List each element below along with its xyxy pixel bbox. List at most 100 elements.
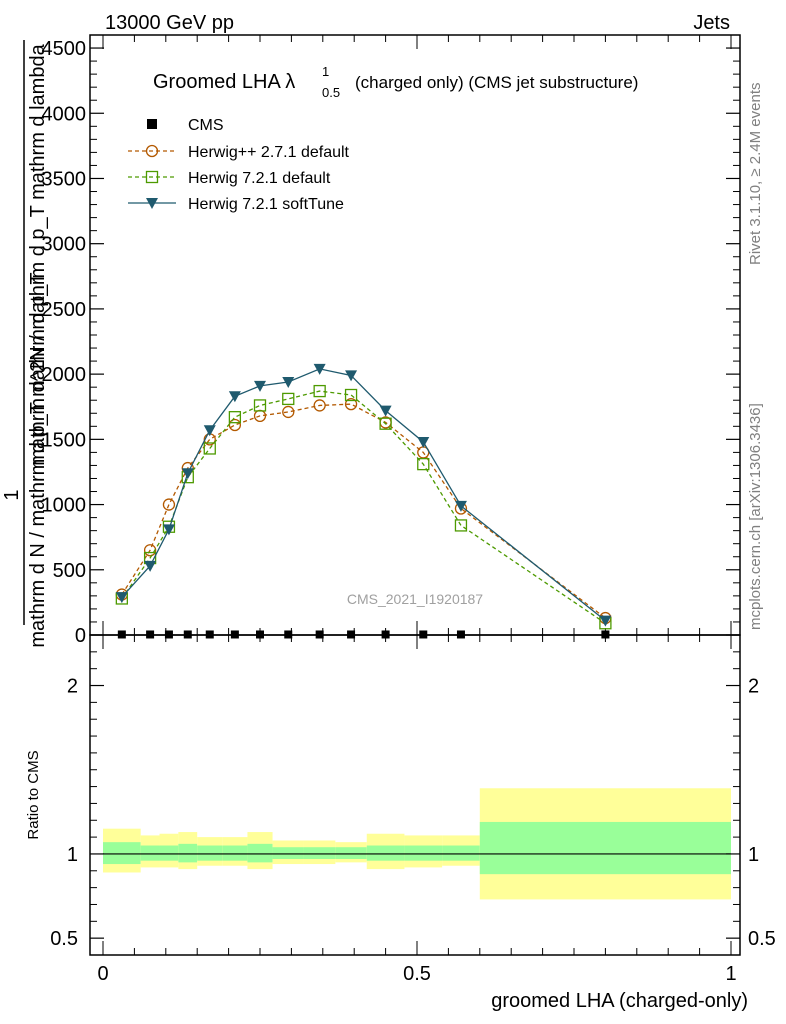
title-superscript: 1 bbox=[322, 64, 329, 79]
main-ytick-label: 4500 bbox=[42, 38, 87, 60]
main-ytick-label: 1000 bbox=[42, 495, 87, 517]
series-line-1 bbox=[121, 403, 606, 619]
data-point-herwig7-default bbox=[228, 411, 242, 424]
series-1 bbox=[115, 397, 612, 625]
data-point-herwig7-softtune bbox=[203, 425, 216, 437]
main-ytick-label: 2000 bbox=[42, 364, 87, 386]
xlabel: groomed LHA (charged-only) bbox=[491, 990, 748, 1012]
data-point-herwig7-softtune bbox=[228, 391, 241, 403]
ratio-inner-band bbox=[366, 845, 405, 861]
data-point-herwig7-default bbox=[282, 392, 295, 406]
legend-marker-herwig7-default bbox=[145, 170, 159, 184]
ratio-inner-band bbox=[442, 845, 480, 861]
main-ytick-label: 4000 bbox=[42, 103, 87, 125]
data-point-herwig7-default bbox=[417, 457, 430, 471]
data-point-herwig7-softtune bbox=[144, 560, 157, 572]
legend-label-herwig7-softtune: Herwig 7.2.1 softTune bbox=[188, 196, 344, 213]
data-point-herwigpp bbox=[313, 399, 326, 412]
analysis-label: CMS_2021_I1920187 bbox=[347, 591, 483, 607]
data-point-herwig7-softtune bbox=[345, 370, 358, 382]
title-subscript: 0.5 bbox=[322, 85, 340, 100]
rivet-side-label: Rivet 3.1.10, ≥ 2.4M events bbox=[747, 83, 764, 266]
data-point-herwig7-softtune bbox=[417, 436, 430, 448]
data-point-herwig7-softtune bbox=[115, 592, 128, 604]
ratio-inner-band bbox=[178, 843, 198, 863]
title-main: Groomed LHA λ bbox=[153, 71, 295, 93]
data-point-herwig7-default bbox=[454, 519, 468, 532]
series-3 bbox=[115, 363, 612, 627]
ylabel-overlay: mathrm d^2N / mathrm d p_T mathrm d lamb… bbox=[27, 43, 49, 465]
ratio-inner-band bbox=[103, 842, 141, 865]
data-point-herwig7-softtune bbox=[254, 380, 266, 392]
ratio-ytick-label-right: 0.5 bbox=[748, 928, 776, 950]
xtick-label: 0.5 bbox=[403, 963, 431, 985]
data-point-herwig7-softtune bbox=[599, 615, 612, 627]
ratio-inner-band bbox=[272, 847, 304, 859]
data-point-herwigpp bbox=[143, 544, 157, 557]
data-point-herwigpp bbox=[344, 397, 358, 411]
title-suffix: (charged only) (CMS jet substructure) bbox=[355, 73, 638, 92]
svg-text:Groomed LHA λ: Groomed LHA λ bbox=[153, 71, 295, 93]
legend-marker-cms bbox=[147, 119, 157, 129]
ratio-plot-frame bbox=[89, 634, 741, 956]
data-point-herwig7-default bbox=[344, 388, 358, 402]
process-label: Jets bbox=[693, 12, 730, 34]
main-ytick-label: 1500 bbox=[42, 429, 87, 451]
series-line-2 bbox=[121, 390, 606, 624]
ratio-inner-band bbox=[159, 845, 179, 861]
ratio-bands-layer bbox=[103, 788, 731, 900]
series-line-3 bbox=[121, 368, 606, 622]
legend-entry-herwig7-softtune: Herwig 7.2.1 softTune bbox=[128, 196, 344, 213]
mcplots-side-label: mcplots.cern.ch [arXiv:1306.3436] bbox=[747, 403, 764, 630]
data-point-herwigpp bbox=[162, 498, 176, 511]
ylabel-denominator: mathrm d N / mathrm d p_T mathrm d p_T bbox=[27, 272, 49, 647]
ratio-inner-band bbox=[479, 821, 731, 875]
ratio-ylabel: Ratio to CMS bbox=[25, 750, 42, 839]
data-point-herwig7-softtune bbox=[282, 376, 295, 388]
main-ytick-label: 2500 bbox=[42, 299, 87, 321]
data-point-herwig7-softtune bbox=[379, 405, 392, 417]
energy-label: 13000 GeV pp bbox=[105, 12, 234, 34]
main-ylabel: 1 mathrm d^2N / mathrm d p_T mathrm d la… bbox=[1, 40, 49, 648]
legend-entry-herwig7-default: Herwig 7.2.1 default bbox=[128, 170, 331, 187]
main-ytick-label: 3500 bbox=[42, 168, 87, 190]
ratio-inner-band bbox=[140, 845, 160, 861]
main-ytick-label: 3000 bbox=[42, 234, 87, 256]
data-point-herwig7-default bbox=[203, 442, 216, 455]
legend-marker-herwigpp bbox=[145, 144, 159, 158]
ratio-ytick-label: 1 bbox=[67, 844, 78, 866]
legend-entry-herwigpp: Herwig++ 2.7.1 default bbox=[128, 144, 350, 161]
main-ytick-label: 0 bbox=[75, 625, 86, 647]
xtick-label: 0 bbox=[97, 963, 108, 985]
main-ytick-label: 500 bbox=[53, 560, 86, 582]
legend: CMS Herwig++ 2.7.1 default Herwig 7.2.1 … bbox=[128, 117, 350, 213]
data-point-herwigpp bbox=[228, 418, 242, 432]
data-point-herwig7-softtune bbox=[181, 468, 194, 480]
legend-label-herwigpp: Herwig++ 2.7.1 default bbox=[188, 144, 350, 161]
ylabel-numerator: 1 bbox=[1, 489, 23, 500]
xtick-label: 1 bbox=[725, 963, 736, 985]
ratio-ytick-label: 0.5 bbox=[50, 928, 78, 950]
legend-marker-herwig7-softtune bbox=[146, 198, 158, 209]
data-point-herwig7-default bbox=[253, 399, 267, 412]
data-point-herwig7-default bbox=[379, 417, 392, 430]
data-point-herwig7-softtune bbox=[454, 500, 467, 512]
ratio-ytick-label: 2 bbox=[67, 676, 78, 698]
main-axis-ticks: 0 500 1000 1500 2000 2500 3000 3500 4000 4500 bbox=[42, 34, 740, 647]
ratio-inner-band bbox=[197, 845, 223, 861]
ratio-inner-band bbox=[222, 845, 248, 861]
ratio-axis-ticks: 0.5 0.5 1 1 2 2 0 0.5 1 bbox=[50, 635, 776, 985]
legend-label-cms: CMS bbox=[188, 117, 224, 134]
data-point-herwig7-default bbox=[313, 384, 326, 398]
legend-label-herwig7-default: Herwig 7.2.1 default bbox=[188, 170, 331, 187]
data-point-herwig7-softtune bbox=[313, 363, 326, 375]
plot-title: Groomed LHA λ 1 0.5 (charged only) (CMS … bbox=[153, 64, 638, 100]
ratio-ytick-label-right: 1 bbox=[748, 844, 759, 866]
ratio-inner-band bbox=[404, 845, 443, 861]
ratio-inner-band bbox=[303, 847, 336, 859]
data-point-herwig7-softtune bbox=[162, 524, 175, 536]
ratio-inner-band bbox=[335, 847, 367, 859]
data-point-herwigpp bbox=[282, 405, 295, 419]
ratio-inner-band bbox=[247, 843, 273, 863]
